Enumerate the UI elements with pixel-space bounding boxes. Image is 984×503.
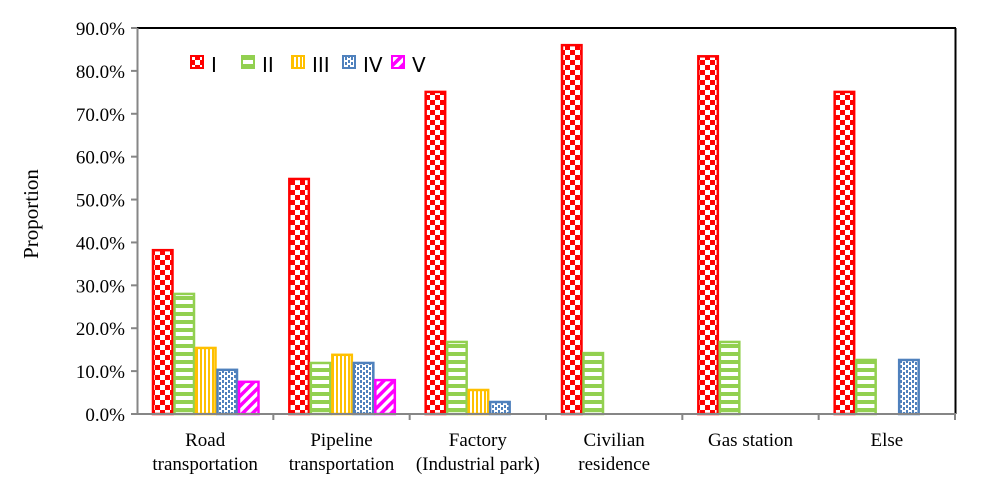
x-tick-label: Else (870, 430, 903, 451)
y-tick-label: 70.0% (76, 105, 125, 126)
legend: I II III IV V (190, 53, 426, 77)
y-axis-title: Proportion (19, 169, 43, 259)
y-tick-label: 20.0% (76, 319, 125, 340)
bar-II-0 (173, 292, 196, 416)
legend-label: V (412, 53, 426, 77)
legend-item-V: V (391, 53, 426, 77)
bar-III-1 (331, 353, 354, 416)
bar-IV-1 (352, 361, 375, 416)
bar-II-1 (309, 361, 332, 416)
legend-item-III: III (291, 53, 330, 77)
y-tick-label: 0.0% (85, 405, 125, 426)
y-tick-label: 10.0% (76, 362, 125, 383)
legend-label: IV (363, 53, 383, 77)
y-tick-label: 40.0% (76, 233, 125, 254)
x-tick-label: Pipeline (310, 430, 372, 451)
y-tick-label: 90.0% (76, 19, 125, 40)
x-axis-labels: Road transportation Pipeline transportation… (152, 430, 903, 475)
bar-V-1 (374, 378, 397, 416)
x-tick-label: Civilian (584, 430, 646, 451)
bar-IV-0 (216, 368, 239, 416)
bar-III-2 (467, 388, 490, 416)
x-tick-label: transportation (289, 454, 395, 475)
bar-I-4 (697, 55, 720, 416)
bar-II-5 (854, 358, 877, 416)
x-tick-label: Factory (449, 430, 508, 451)
bar-IV-2 (488, 400, 511, 416)
x-tick-label: Gas station (708, 430, 793, 451)
legend-swatch (291, 55, 305, 69)
bar-I-1 (288, 177, 311, 416)
legend-swatch (342, 55, 356, 69)
legend-item-I: I (190, 53, 217, 77)
bar-II-3 (582, 351, 605, 416)
bars-group (151, 43, 920, 416)
legend-label: II (262, 53, 274, 77)
bar-I-5 (833, 90, 856, 416)
bar-I-3 (560, 43, 583, 416)
legend-swatch (190, 55, 204, 69)
x-tick-label: (Industrial park) (416, 454, 540, 475)
y-tick-label: 30.0% (76, 276, 125, 297)
bar-I-2 (424, 90, 447, 416)
bar-I-0 (151, 248, 174, 416)
legend-item-IV: IV (342, 53, 383, 77)
y-tick-label: 60.0% (76, 148, 125, 169)
bar-IV-5 (897, 358, 920, 416)
y-tick-label: 50.0% (76, 191, 125, 212)
y-axis-ticks: 0.0% 10.0% 20.0% 30.0% 40.0% 50.0% 60.0% 70.0% 8… (76, 19, 137, 426)
bar-III-0 (194, 346, 217, 416)
x-tick-label: transportation (152, 454, 258, 475)
legend-label: I (211, 53, 217, 77)
legend-label: III (312, 53, 330, 77)
x-axis-ticks (272, 414, 956, 420)
bar-II-2 (445, 340, 468, 416)
legend-swatch (391, 55, 405, 69)
legend-item-II: II (241, 53, 274, 77)
bar-V-0 (237, 380, 260, 416)
bar-II-4 (718, 340, 741, 416)
y-tick-label: 80.0% (76, 62, 125, 83)
legend-swatch (241, 55, 255, 69)
x-tick-label: Road (185, 430, 226, 451)
x-tick-label: residence (578, 454, 650, 475)
